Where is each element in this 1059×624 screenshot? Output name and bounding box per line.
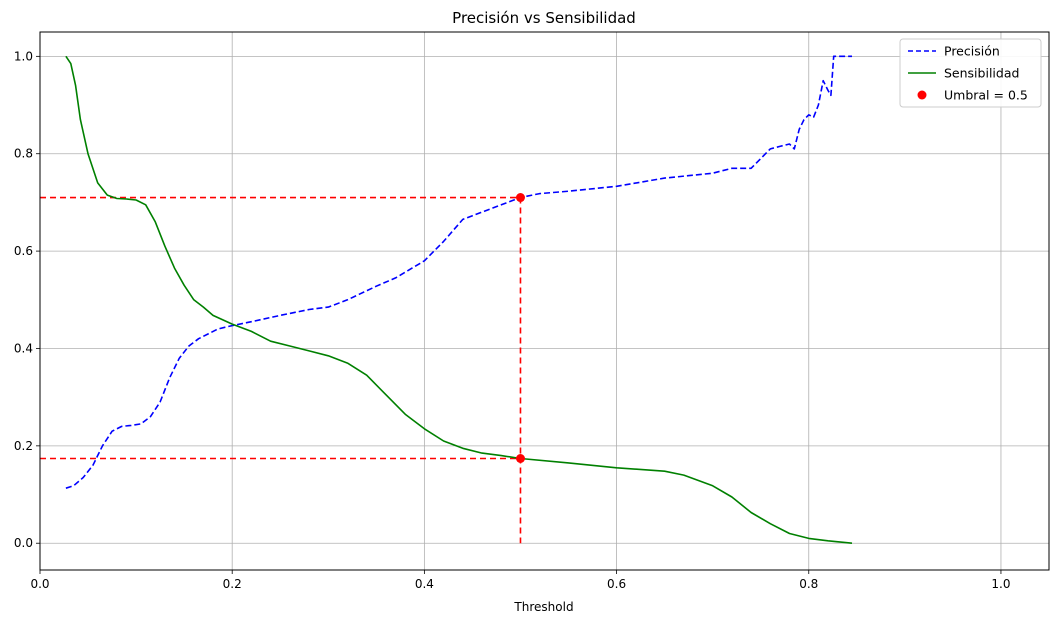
threshold-point-precision — [515, 193, 525, 203]
series-line-precisin — [65, 55, 852, 489]
plot-frame — [39, 31, 1050, 571]
y-tick-label: 1.0 — [14, 49, 33, 63]
grid-lines — [39, 32, 1049, 570]
legend-label: Precisión — [944, 44, 1000, 59]
y-axis-ticks: 0.0 0.2 0.4 0.6 0.8 1.0 — [14, 49, 40, 550]
legend-swatch — [917, 90, 927, 100]
x-tick-label: 0.2 — [223, 577, 242, 591]
legend-label: Sensibilidad — [944, 66, 1019, 81]
threshold-reference-lines — [40, 196, 522, 544]
series-line-sensibilidad — [65, 55, 853, 544]
x-tick-label: 0.6 — [607, 577, 626, 591]
legend-label: Umbral = 0.5 — [944, 88, 1028, 103]
y-tick-label: 0.8 — [14, 147, 33, 161]
x-axis-label: Threshold — [513, 600, 573, 614]
threshold-markers — [515, 193, 525, 464]
legend-box — [899, 38, 1042, 108]
legend: Precisión Sensibilidad Umbral = 0.5 — [899, 38, 1042, 108]
y-tick-label: 0.2 — [14, 439, 33, 453]
x-tick-label: 0.8 — [799, 577, 818, 591]
y-tick-label: 0.0 — [14, 536, 33, 550]
y-tick-label: 0.4 — [14, 341, 33, 355]
y-tick-label: 0.6 — [14, 244, 33, 258]
x-tick-label: 0.4 — [415, 577, 434, 591]
threshold-point-recall — [515, 454, 525, 464]
x-tick-label: 0.0 — [30, 577, 49, 591]
series-lines — [65, 55, 853, 544]
chart-title: Precisión vs Sensibilidad — [452, 9, 636, 27]
x-tick-label: 1.0 — [991, 577, 1010, 591]
x-axis-ticks: 0.0 0.2 0.4 0.6 0.8 1.0 — [30, 570, 1010, 591]
